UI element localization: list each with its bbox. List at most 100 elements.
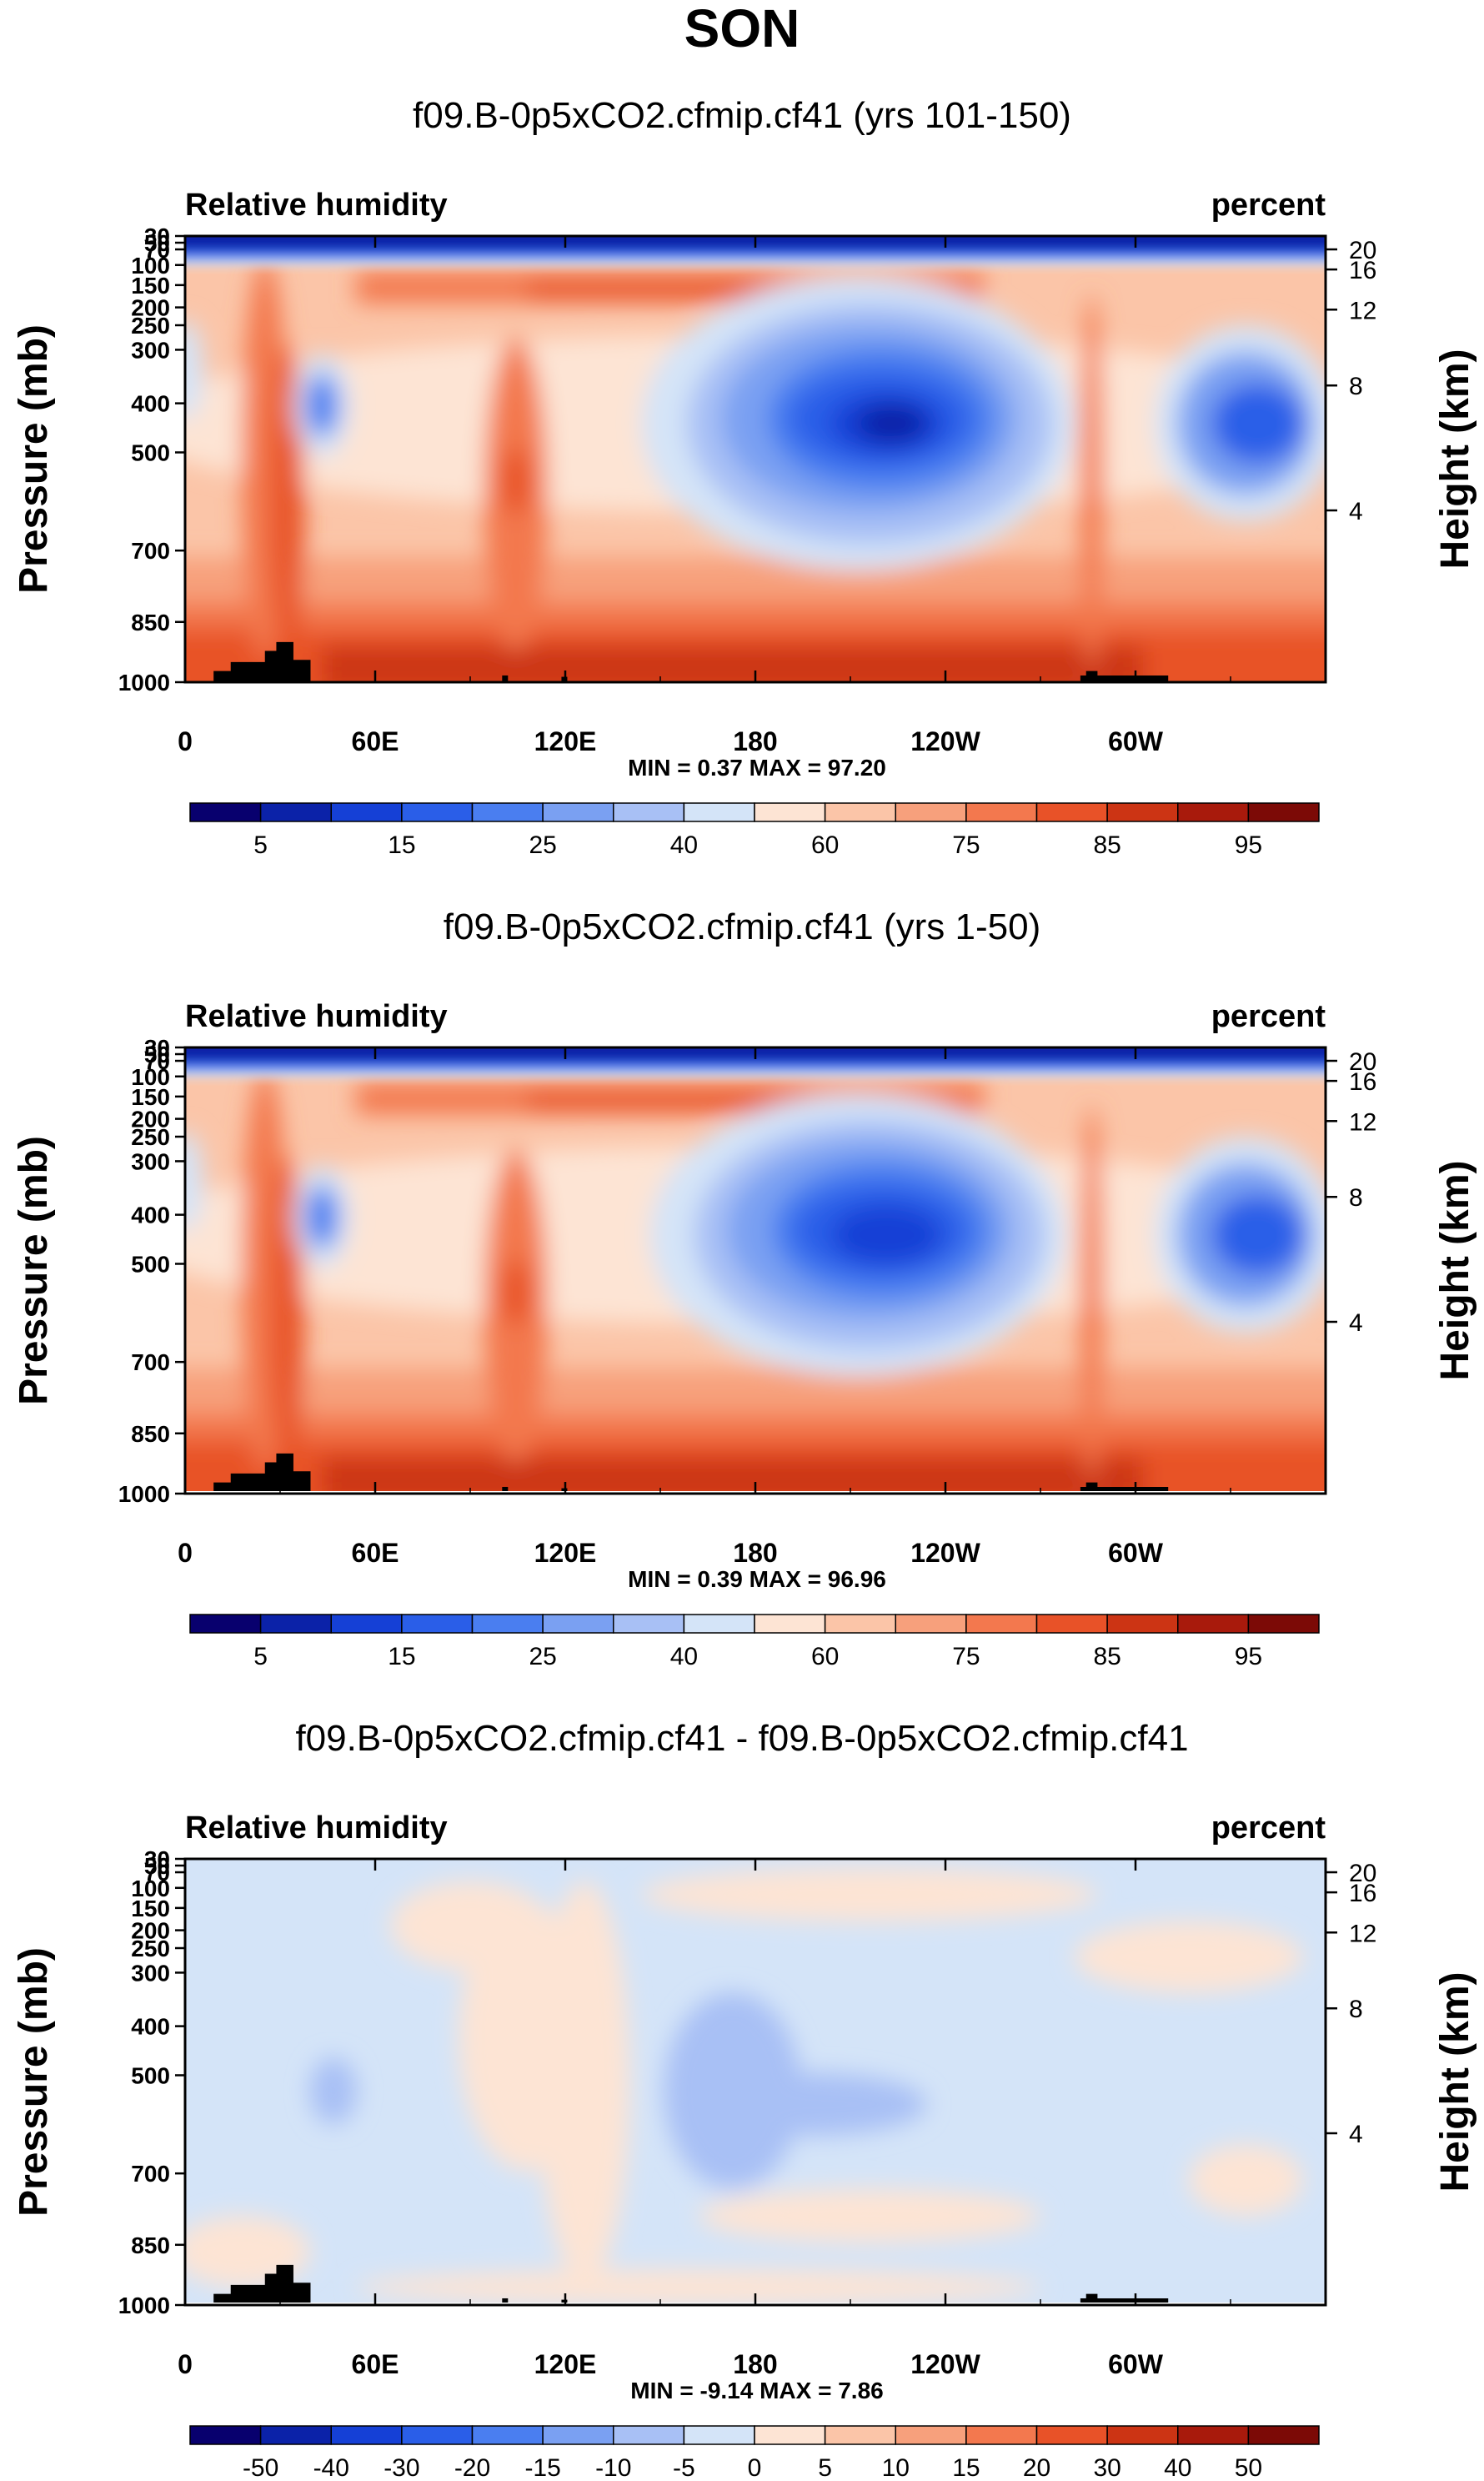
colorbar-label: 5 (253, 831, 268, 859)
colorbar-bin (895, 2425, 967, 2445)
pressure-tick-label: 400 (131, 391, 170, 417)
pressure-tick-label: 1000 (118, 2293, 170, 2318)
colorbar-bin (1247, 1614, 1320, 1634)
colorbar-label: 15 (952, 2454, 980, 2481)
height-axis-title: Height (km) (1433, 349, 1477, 570)
colorbar-bin (330, 1614, 403, 1634)
colorbar-bin (683, 1614, 755, 1634)
colorbar-bin (189, 802, 262, 822)
contour-field (185, 236, 1326, 682)
colorbar-label: 50 (1235, 2454, 1262, 2481)
colorbar-bin (401, 2425, 474, 2445)
colorbar-bin (259, 802, 332, 822)
colorbar-label: -15 (524, 2454, 560, 2481)
pressure-tick-label: 100 (131, 1876, 170, 1901)
height-tick-label: 8 (1349, 373, 1363, 400)
pressure-tick-label: 700 (131, 1349, 170, 1375)
height-tick-label: 16 (1349, 1068, 1376, 1096)
colorbar-bin (965, 2425, 1038, 2445)
colorbar-bin (1106, 1614, 1179, 1634)
colorbar-label: 15 (388, 1643, 415, 1670)
colorbar-bin (1177, 2425, 1250, 2445)
pressure-tick-label: 150 (131, 273, 170, 299)
colorbar-bin (401, 802, 474, 822)
colorbar-bin (542, 1614, 614, 1634)
units-label: percent (1211, 188, 1326, 223)
colorbar-label: 30 (1093, 2454, 1121, 2481)
pressure-tick-label: 50 (144, 230, 170, 256)
colorbar-bin (1035, 2425, 1108, 2445)
pressure-tick-label: 200 (131, 1107, 170, 1133)
pressure-tick-label: 250 (131, 1936, 170, 1961)
variable-label: Relative humidity (185, 188, 448, 223)
colorbar-bin (542, 2425, 614, 2445)
lon-tick-label: 60E (352, 726, 399, 756)
colorbar-label: 5 (253, 1643, 268, 1670)
colorbar-label: -40 (313, 2454, 349, 2481)
pressure-tick-label: 50 (144, 1853, 170, 1879)
height-tick-label: 4 (1349, 2121, 1363, 2148)
colorbar-bin (542, 802, 614, 822)
colorbar-label: -50 (243, 2454, 278, 2481)
lon-tick-label: 60W (1108, 726, 1164, 756)
colorbar-bin (471, 1614, 544, 1634)
colorbar-bin (895, 1614, 967, 1634)
pressure-tick-label: 30 (144, 1846, 170, 1872)
pressure-tick-label: 700 (131, 2161, 170, 2187)
colorbar-label: -20 (454, 2454, 490, 2481)
lon-tick-label: 120E (534, 1538, 597, 1568)
colorbar-label: 95 (1235, 1643, 1262, 1670)
pressure-tick-label: 30 (144, 223, 170, 249)
colorbar-bin (613, 2425, 685, 2445)
colorbar-bin (895, 802, 967, 822)
height-tick-label: 20 (1349, 237, 1376, 264)
pressure-tick-label: 850 (131, 610, 170, 635)
terrain-islands (502, 1486, 509, 1491)
lon-tick-label: 120W (910, 726, 980, 756)
height-tick-label: 12 (1349, 1920, 1376, 1947)
pressure-tick-label: 700 (131, 538, 170, 564)
colorbar-bin (330, 2425, 403, 2445)
height-axis-title: Height (km) (1433, 1972, 1477, 2192)
lon-tick-label: 0 (178, 726, 193, 756)
pressure-tick-label: 200 (131, 1918, 170, 1944)
pressure-tick-label: 300 (131, 337, 170, 363)
terrain-islands (502, 675, 509, 682)
colorbar-label: 25 (529, 1643, 556, 1670)
colorbar-bin (965, 1614, 1038, 1634)
pressure-tick-label: 200 (131, 295, 170, 321)
pressure-tick-label: 850 (131, 2232, 170, 2258)
pressure-tick-label: 100 (131, 253, 170, 279)
colorbar-label: 75 (952, 831, 980, 859)
pressure-tick-label: 1000 (118, 1481, 170, 1507)
height-tick-label: 20 (1349, 1860, 1376, 1887)
colorbar-label: -10 (595, 2454, 631, 2481)
colorbar-label: 25 (529, 831, 556, 859)
colorbar-bin (330, 802, 403, 822)
pressure-tick-label: 150 (131, 1896, 170, 1921)
colorbar-bin (189, 2425, 262, 2445)
height-tick-label: 8 (1349, 1184, 1363, 1212)
contour-field (185, 1859, 1326, 2303)
colorbar-label: 15 (388, 831, 415, 859)
colorbar-label: 0 (748, 2454, 762, 2481)
lon-tick-label: 120W (910, 2349, 980, 2379)
lon-tick-label: 120E (534, 726, 597, 756)
colorbar-label: 20 (1023, 2454, 1050, 2481)
pressure-tick-label: 300 (131, 1960, 170, 1986)
colorbar-label: 5 (818, 2454, 832, 2481)
pressure-tick-label: 400 (131, 2014, 170, 2040)
height-tick-label: 4 (1349, 1309, 1363, 1337)
lon-tick-label: 0 (178, 2349, 193, 2379)
terrain-andes (1080, 670, 1169, 682)
colorbar-label: 75 (952, 1643, 980, 1670)
pressure-tick-label: 250 (131, 1124, 170, 1150)
colorbar-label: 10 (882, 2454, 910, 2481)
colorbar-label: 60 (811, 1643, 839, 1670)
height-tick-label: 4 (1349, 498, 1363, 525)
min-max-stats: MIN = -9.14 MAX = 7.86 (630, 2378, 883, 2403)
variable-label: Relative humidity (185, 999, 448, 1034)
colorbar-bin (259, 1614, 332, 1634)
terrain-africa (213, 641, 311, 682)
pressure-tick-label: 70 (144, 1048, 170, 1074)
